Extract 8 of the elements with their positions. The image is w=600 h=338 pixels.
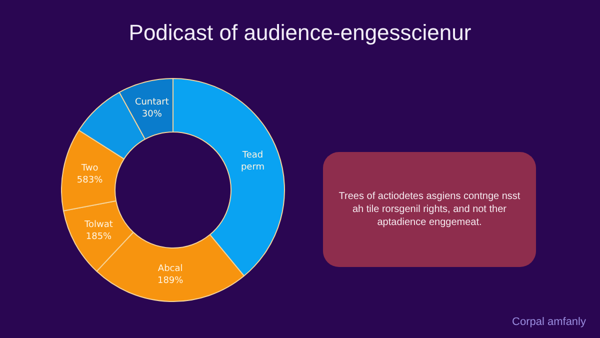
chart-title: Podicast of audience-engesscienur (128, 20, 472, 46)
text: Corpal amfanly (512, 316, 586, 328)
slice-label: Tolwat 185% (84, 220, 114, 242)
slice-label: Tead perm (240, 150, 265, 173)
text: Trees of actiodetes asgiens contnge nsst ah tile rorsgenil rights, and not ther aptadience enggemeat. (338, 190, 522, 229)
slice-label: Two 583% (76, 163, 104, 186)
slice-label: Cuntart 30% (134, 97, 170, 120)
slice-label: Abcal 189% (157, 264, 184, 286)
